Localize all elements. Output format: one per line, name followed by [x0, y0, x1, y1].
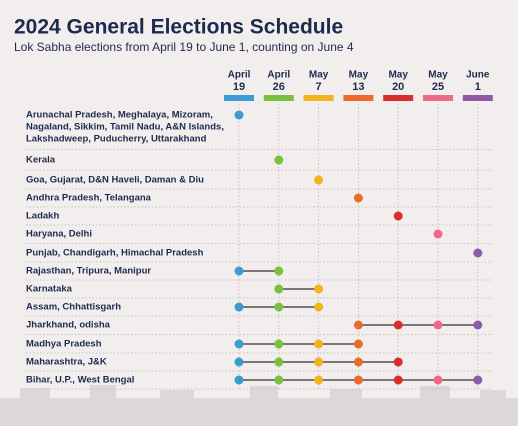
- phase-dot: [433, 229, 443, 239]
- phase-dot: [314, 175, 324, 185]
- phase-dot: [274, 339, 284, 349]
- phase-month: June: [466, 70, 490, 81]
- phase-dot: [234, 302, 244, 312]
- phase-dot: [274, 155, 284, 165]
- row-label: Nagaland, Sikkim, Tamil Nadu, A&N Island…: [26, 122, 224, 133]
- phase-bar: [263, 95, 294, 101]
- phase-dot: [473, 375, 483, 385]
- phase-day: 20: [392, 81, 404, 93]
- phase-day: 25: [432, 81, 444, 93]
- phase-bar: [383, 95, 414, 101]
- phase-bar: [224, 95, 254, 101]
- phase-dot: [473, 248, 483, 258]
- phase-dot: [353, 375, 363, 385]
- phase-month: May: [428, 70, 448, 81]
- phase-dot: [274, 375, 284, 385]
- phase-day: 26: [273, 81, 285, 93]
- row-label: Kerala: [26, 155, 56, 166]
- phase-dot: [393, 211, 403, 221]
- phase-dot: [314, 284, 324, 294]
- phase-bar: [462, 95, 493, 101]
- phase-month: May: [309, 70, 329, 81]
- phase-month: May: [349, 70, 369, 81]
- phase-dot: [393, 320, 403, 330]
- phase-dot: [353, 320, 363, 330]
- row-label: Arunachal Pradesh, Meghalaya, Mizoram,: [26, 110, 213, 121]
- phase-dot: [473, 320, 483, 330]
- phase-dot: [274, 266, 284, 276]
- phase-dot: [234, 110, 244, 120]
- phase-dot: [353, 193, 363, 203]
- phase-dot: [234, 375, 244, 385]
- phase-day: 19: [233, 81, 245, 93]
- phase-dot: [314, 357, 324, 367]
- phase-dot: [314, 302, 324, 312]
- phase-dot: [433, 375, 443, 385]
- phase-bar: [343, 95, 374, 101]
- phase-dot: [393, 375, 403, 385]
- phase-month: April: [267, 70, 290, 81]
- phase-dot: [393, 357, 403, 367]
- row-label: Assam, Chhattisgarh: [26, 302, 121, 313]
- phase-dot: [274, 284, 284, 294]
- phase-day: 1: [475, 81, 481, 93]
- phase-dot: [234, 339, 244, 349]
- row-label: Goa, Gujarat, D&N Haveli, Daman & Diu: [26, 175, 204, 186]
- row-label: Bihar, U.P., West Bengal: [26, 375, 134, 386]
- phase-day: 7: [316, 81, 322, 93]
- phase-dot: [234, 357, 244, 367]
- phase-month: April: [228, 70, 251, 81]
- phase-dot: [274, 357, 284, 367]
- row-label: Haryana, Delhi: [26, 229, 92, 240]
- row-label: Andhra Pradesh, Telangana: [26, 193, 152, 204]
- phase-dot: [353, 339, 363, 349]
- row-label: Ladakh: [26, 211, 59, 222]
- row-label: Jharkhand, odisha: [26, 320, 111, 331]
- phase-dot: [274, 302, 284, 312]
- phase-day: 13: [352, 81, 364, 93]
- phase-dot: [234, 266, 244, 276]
- phase-dot: [353, 357, 363, 367]
- phase-dot: [314, 339, 324, 349]
- row-label: Rajasthan, Tripura, Manipur: [26, 266, 151, 277]
- phase-bar: [303, 95, 334, 101]
- subtitle: Lok Sabha elections from April 19 to Jun…: [14, 40, 354, 54]
- title: 2024 General Elections Schedule: [14, 16, 343, 39]
- row-label: Punjab, Chandigarh, Himachal Pradesh: [26, 248, 204, 259]
- row-label: Karnataka: [26, 284, 73, 295]
- phase-dot: [433, 320, 443, 330]
- phase-month: May: [388, 70, 408, 81]
- row-label: Madhya Pradesh: [26, 339, 102, 350]
- crowd-decoration: [0, 385, 518, 426]
- phase-dot: [314, 375, 324, 385]
- row-label: Lakshadweep, Puducherry, Uttarakhand: [26, 134, 207, 145]
- row-label: Maharashtra, J&K: [26, 357, 107, 368]
- phase-bar: [423, 95, 453, 101]
